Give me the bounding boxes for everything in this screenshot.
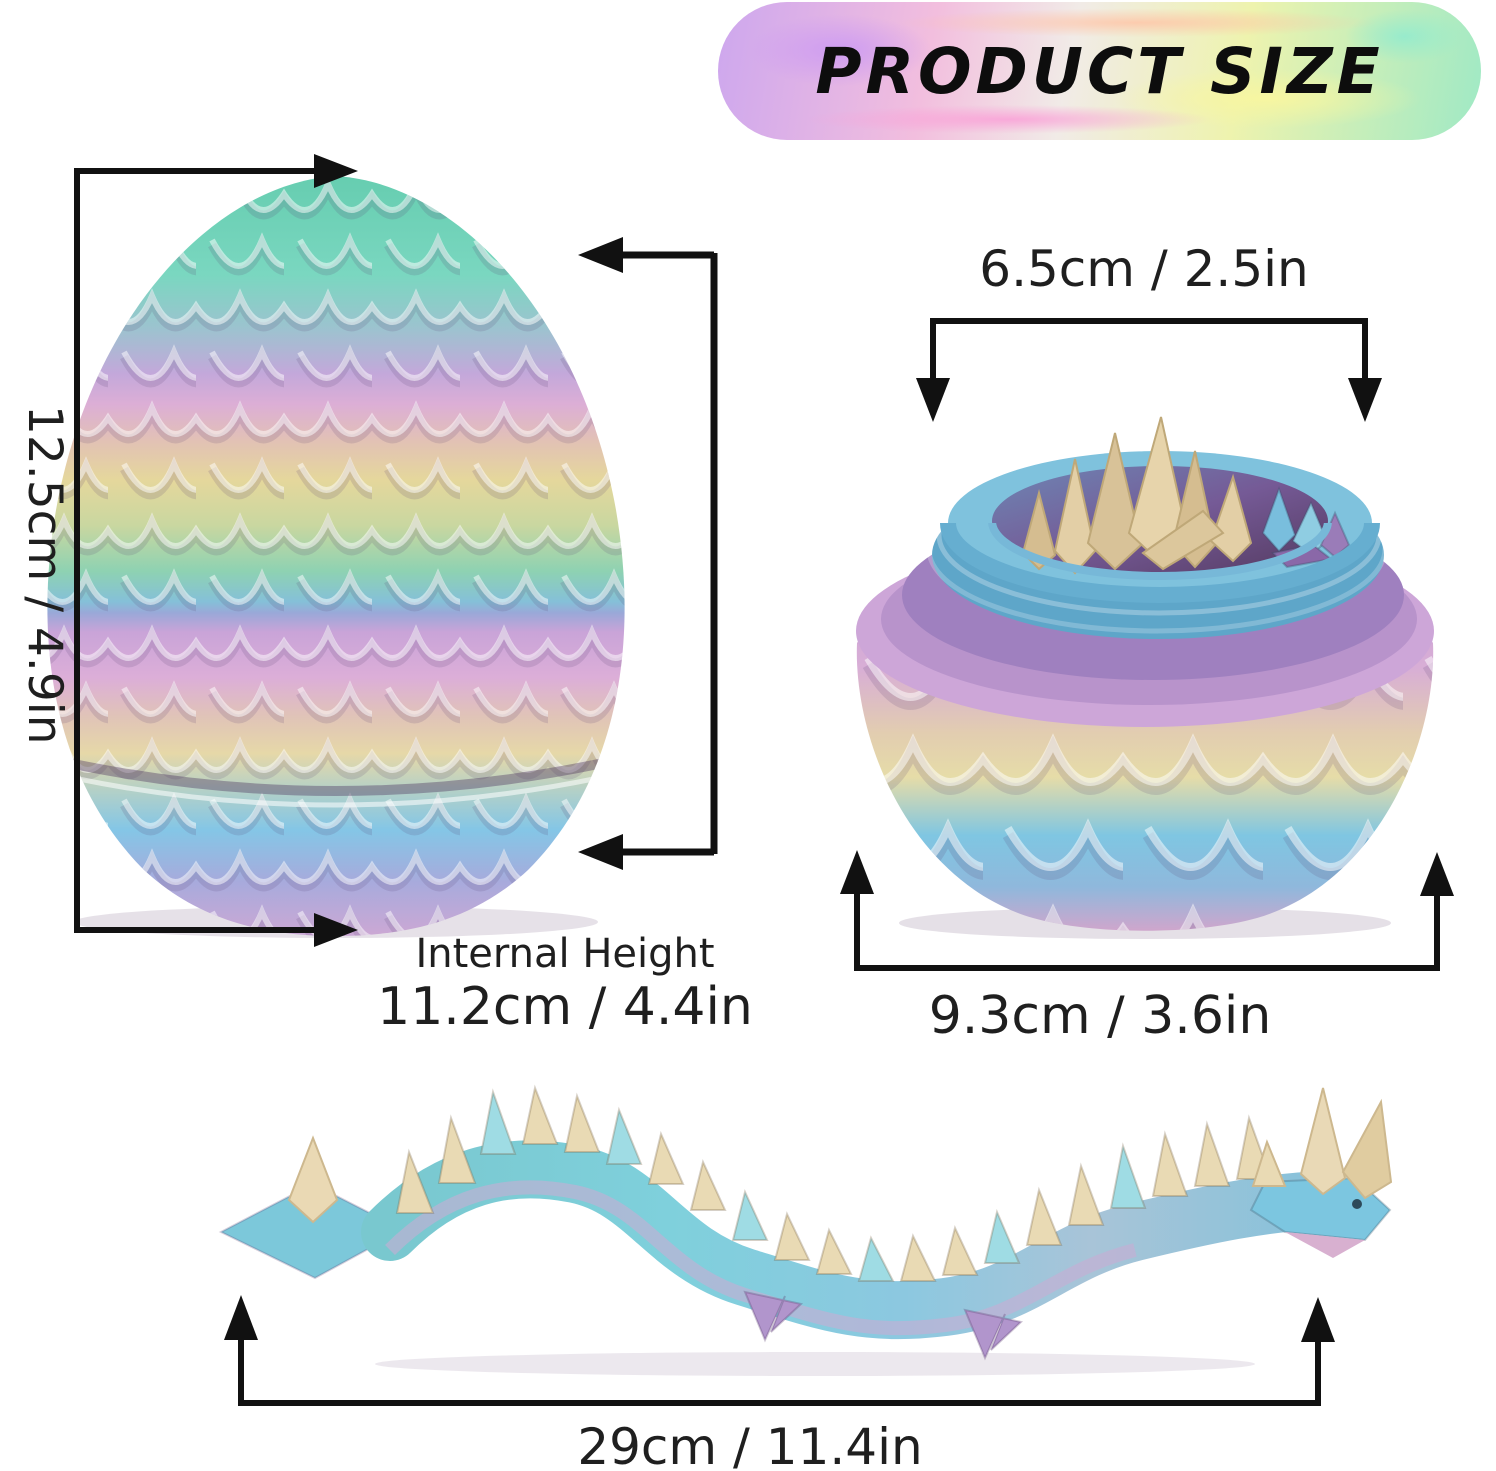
egg-width-label: 9.3cm / 3.6in [928, 986, 1272, 1046]
egg-height-label: 12.5cm / 4.9in [17, 405, 72, 745]
internal-height-caption: Internal Height [415, 931, 715, 977]
product-size-badge: PRODUCT SIZE [718, 2, 1481, 140]
dragon-head [1249, 1087, 1393, 1258]
badge-title: PRODUCT SIZE [815, 34, 1384, 108]
curled-crystal-dragon [1021, 416, 1253, 575]
dimension-dragon-length-bracket [224, 1295, 1335, 1406]
dimension-internal-height-bracket [578, 237, 718, 870]
open-egg-bowl-photo [843, 383, 1447, 941]
dimension-egg-width-bracket [840, 850, 1454, 971]
internal-height-label-group: Internal Height 11.2cm / 4.4in [375, 930, 755, 1038]
lid-ring-threads [928, 523, 1388, 634]
crystal-dragon-image [218, 1084, 1393, 1376]
internal-height-value: 11.2cm / 4.4in [377, 977, 753, 1037]
open-egg-bowl-image [856, 416, 1434, 939]
dragon-back-spikes [395, 1084, 1273, 1282]
egg-seam [62, 757, 610, 796]
crystal-dragon-photo [205, 1082, 1395, 1382]
egg-scale-texture [47, 176, 625, 936]
dragon-shadow [375, 1352, 1255, 1376]
closed-dragon-egg-image [47, 176, 625, 938]
dragon-body [361, 1140, 1354, 1340]
dimension-opening-diameter-bracket [916, 318, 1382, 422]
dimension-egg-height-bracket [74, 154, 358, 947]
opening-diameter-label: 6.5cm / 2.5in [979, 240, 1309, 298]
lid-front-lip [940, 523, 1380, 603]
dragon-legs [743, 1290, 1024, 1361]
closed-dragon-egg-photo [20, 170, 652, 942]
dragon-belly [385, 1180, 1137, 1336]
dragon-length-label: 29cm / 11.4in [577, 1418, 923, 1471]
